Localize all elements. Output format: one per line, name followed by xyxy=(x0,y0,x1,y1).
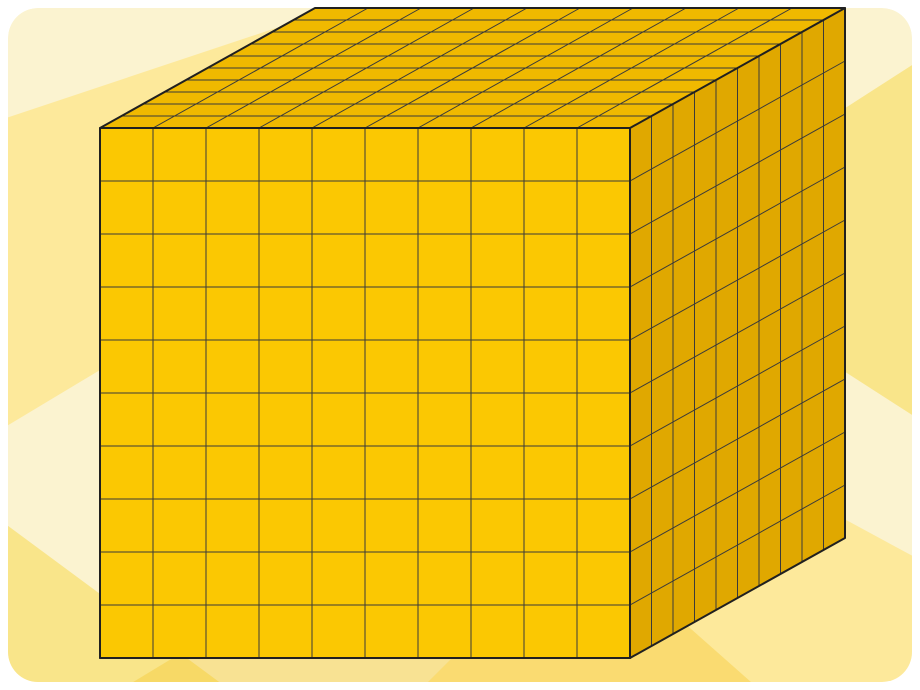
diagram-svg xyxy=(0,0,920,690)
thousand-cube xyxy=(100,8,845,658)
diagram-stage xyxy=(0,0,920,690)
